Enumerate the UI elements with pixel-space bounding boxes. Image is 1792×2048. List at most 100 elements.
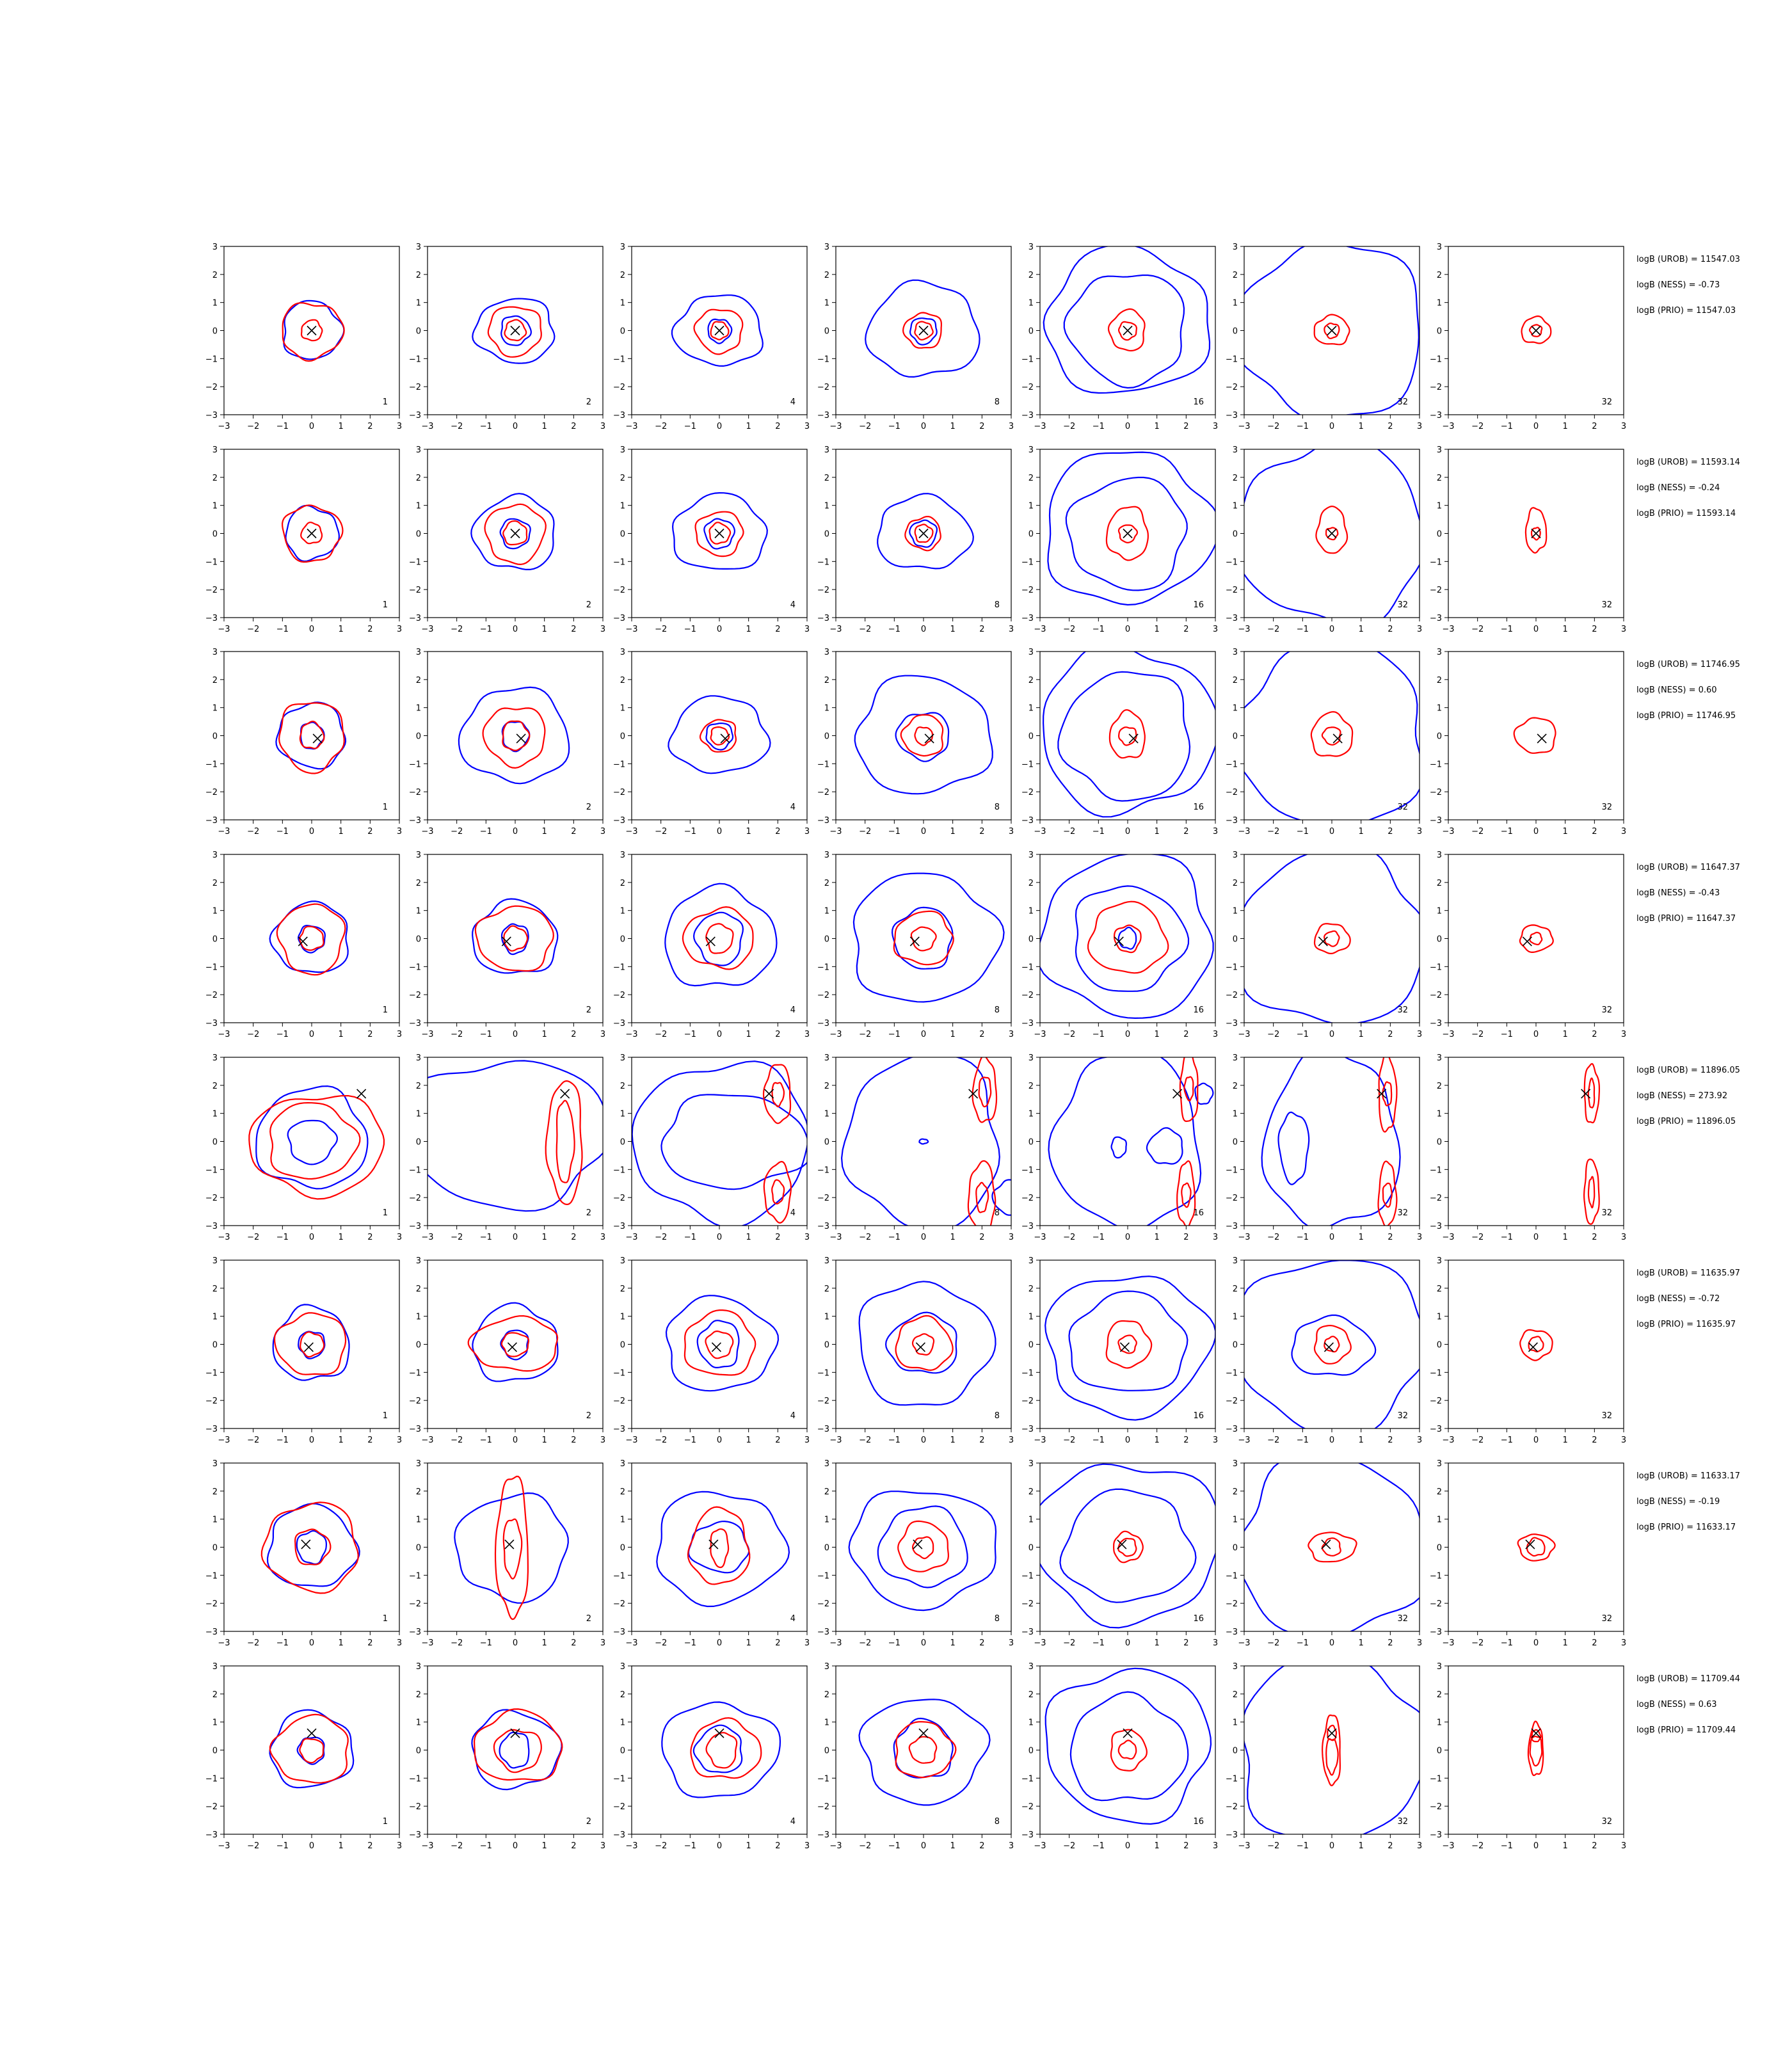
- y-tick-label: −3: [1226, 411, 1238, 420]
- y-tick-label: −3: [1430, 1830, 1442, 1840]
- blue-contour: [1194, 1082, 1214, 1105]
- red-contour: [975, 1181, 989, 1213]
- true-mean-marker: [510, 325, 520, 336]
- x-tick-label: −1: [1297, 1233, 1309, 1242]
- red-contour: [1325, 1738, 1339, 1776]
- y-tick-label: −2: [613, 1396, 625, 1406]
- x-tick-label: −1: [888, 422, 900, 431]
- axes-frame: [427, 1057, 604, 1226]
- blue-contour: [877, 1505, 968, 1588]
- x-tick-label: 2: [1592, 422, 1597, 431]
- x-tick-label: 3: [1009, 1030, 1014, 1039]
- red-contour: [710, 1528, 730, 1569]
- y-tick-label: 1: [824, 1718, 829, 1728]
- y-tick-label: 2: [416, 1082, 421, 1091]
- y-tick-label: 3: [824, 243, 829, 252]
- y-tick-label: 3: [824, 1662, 829, 1672]
- x-tick-label: 3: [1213, 1233, 1218, 1242]
- y-tick-label: 2: [1028, 1284, 1034, 1294]
- x-tick-label: −2: [655, 422, 667, 431]
- y-tick-label: −2: [1430, 586, 1442, 595]
- red-contour: [682, 906, 754, 970]
- red-contour: [260, 1501, 359, 1594]
- y-tick-label: −2: [613, 1194, 625, 1203]
- x-tick-label: 3: [1009, 625, 1014, 634]
- red-contour: [556, 1100, 575, 1183]
- x-tick-label: 0: [1125, 625, 1130, 634]
- y-tick-label: 0: [824, 530, 829, 540]
- blue-contour: [1244, 652, 1420, 820]
- y-tick-label: −3: [1430, 1628, 1442, 1637]
- panel-r6-c6: −3−3 −2 −2 −1 −1 0 0 1 1 2 2 3 3 32: [1226, 1256, 1422, 1445]
- panel-number-label: 32: [1601, 1208, 1612, 1218]
- x-tick-label: −1: [276, 827, 289, 836]
- y-tick-label: 3: [1233, 1459, 1238, 1469]
- x-tick-label: −1: [684, 1638, 696, 1648]
- contour-area: [858, 1281, 996, 1406]
- y-tick-label: −3: [1226, 1019, 1238, 1028]
- true-mean-marker: [1581, 1089, 1591, 1099]
- y-tick-label: 2: [824, 1487, 829, 1497]
- red-contour: [1107, 308, 1146, 352]
- y-tick-label: −1: [1430, 355, 1442, 364]
- true-mean-marker: [764, 1089, 774, 1099]
- y-tick-label: −3: [1226, 1425, 1238, 1434]
- y-tick-label: 1: [620, 704, 625, 714]
- y-tick-label: 0: [1028, 935, 1034, 945]
- y-tick-label: −1: [205, 355, 218, 364]
- contour-area: [1261, 1057, 1401, 1226]
- x-tick-label: −3: [625, 1436, 637, 1445]
- y-tick-label: 3: [212, 648, 218, 657]
- x-tick-label: 3: [600, 1030, 605, 1039]
- y-tick-label: 2: [416, 676, 421, 685]
- axes-frame: [223, 1057, 400, 1226]
- x-tick-label: 2: [775, 625, 780, 634]
- y-tick-label: −2: [613, 383, 625, 392]
- panel-number-label: 32: [1601, 1614, 1612, 1624]
- red-contour: [500, 1332, 530, 1357]
- red-contour: [1308, 1532, 1357, 1563]
- panel-r4-c5: −3−3 −2 −2 −1 −1 0 0 1 1 2 2 3 3 16: [1021, 851, 1218, 1039]
- y-tick-label: 0: [212, 1138, 218, 1148]
- panel-number-label: 16: [1193, 1614, 1204, 1624]
- y-tick-label: −2: [1021, 991, 1034, 1000]
- y-tick-label: −2: [613, 1802, 625, 1812]
- x-tick-label: 0: [513, 422, 518, 431]
- axes-frame: [427, 854, 604, 1023]
- x-tick-label: −3: [625, 422, 637, 431]
- x-tick-label: 2: [367, 827, 372, 836]
- x-tick-label: −3: [1034, 1233, 1046, 1242]
- x-tick-label: 0: [717, 1436, 722, 1445]
- blue-contour: [500, 315, 532, 346]
- y-tick-label: 2: [1233, 1690, 1238, 1700]
- x-tick-label: −2: [1063, 1030, 1075, 1039]
- x-tick-label: 3: [1417, 1841, 1422, 1851]
- y-tick-label: 1: [212, 907, 218, 916]
- blue-contour: [1047, 451, 1215, 606]
- x-tick-label: 1: [1563, 625, 1568, 634]
- y-tick-label: −3: [1021, 614, 1034, 623]
- y-tick-label: 0: [212, 1544, 218, 1553]
- blue-contour: [1244, 449, 1420, 618]
- y-tick-label: −1: [205, 557, 218, 567]
- axes-frame: [1039, 1665, 1216, 1835]
- panel-number-label: 8: [995, 1005, 1000, 1015]
- x-tick-label: −2: [1471, 1436, 1484, 1445]
- x-tick-label: −3: [218, 422, 230, 431]
- y-tick-label: 1: [1437, 1110, 1442, 1119]
- blue-contour: [1291, 1314, 1377, 1376]
- y-tick-label: 1: [824, 1313, 829, 1322]
- x-tick-label: −2: [451, 1030, 463, 1039]
- x-tick-label: 3: [397, 1436, 402, 1445]
- y-tick-label: −3: [1226, 1222, 1238, 1231]
- panel-r1-c3: −3−3 −2 −2 −1 −1 0 0 1 1 2 2 3 3 4: [613, 243, 810, 431]
- true-mean-marker: [1531, 325, 1541, 336]
- x-tick-label: −2: [655, 625, 667, 634]
- contour-area: [1524, 507, 1548, 554]
- panel-r2-c2: −3−3 −2 −2 −1 −1 0 0 1 1 2 2 3 3 2: [409, 445, 605, 634]
- x-tick-label: −3: [421, 1030, 433, 1039]
- panel-number-label: 4: [790, 803, 796, 812]
- y-tick-label: −2: [1021, 1396, 1034, 1406]
- x-tick-label: −1: [1092, 625, 1105, 634]
- y-tick-label: 3: [212, 1459, 218, 1469]
